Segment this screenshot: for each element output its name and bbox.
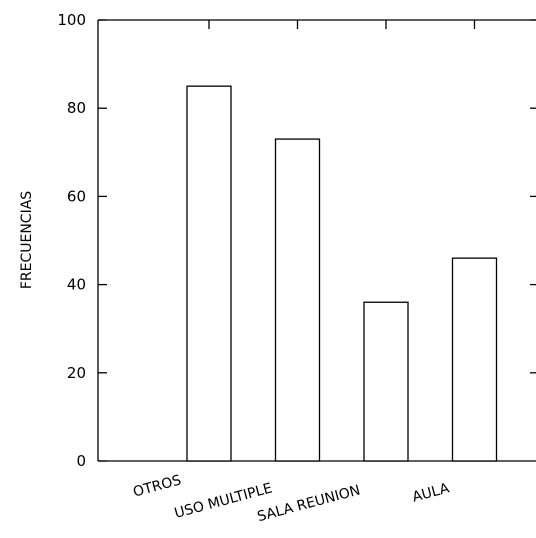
x-category-label: OTROS <box>131 472 183 500</box>
x-category-label: AULA <box>411 480 452 505</box>
y-tick-label: 0 <box>76 452 86 470</box>
y-axis-title: FRECUENCIAS <box>19 191 35 289</box>
y-axis-ticks: 0 20 40 60 80 100 <box>57 11 107 470</box>
bar-otros <box>186 85 232 462</box>
y-tick-label: 60 <box>67 187 86 205</box>
top-axis-ticks <box>208 20 476 461</box>
y-tick-label: 40 <box>67 276 86 294</box>
bars <box>186 85 498 462</box>
bar-sala-reunion <box>363 301 409 462</box>
y-tick-label: 20 <box>67 364 86 382</box>
bar-aula <box>451 257 498 462</box>
right-axis-ticks <box>530 19 536 374</box>
y-tick-label: 80 <box>67 99 86 117</box>
bar-uso-multiple <box>274 138 321 462</box>
y-tick-label: 100 <box>57 11 86 29</box>
